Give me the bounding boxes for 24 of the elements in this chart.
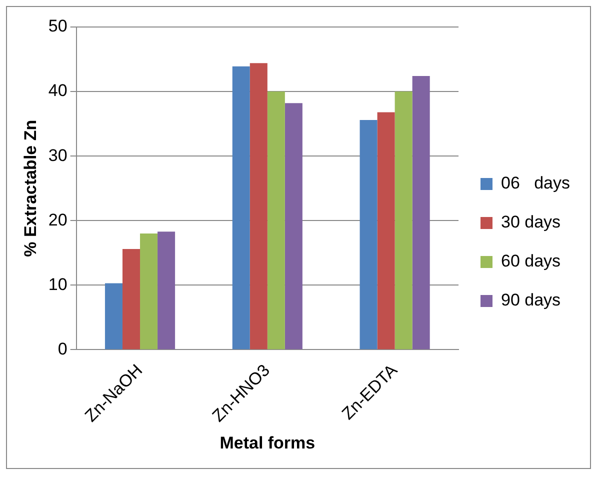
y-tick-label: 10	[48, 274, 68, 294]
y-tick-label: 0	[58, 339, 68, 358]
bar	[250, 63, 268, 350]
y-tick-label: 20	[48, 210, 68, 230]
bar	[140, 234, 158, 350]
bar	[158, 232, 176, 350]
bar	[232, 66, 250, 350]
legend-label: 30 days	[501, 212, 561, 232]
y-tick-label: 30	[48, 146, 68, 165]
x-axis-title: Metal forms	[220, 433, 316, 452]
legend-label: 06 days	[501, 174, 570, 193]
y-tick-label: 40	[48, 81, 68, 100]
legend-label: 90 days	[501, 290, 561, 310]
bar	[377, 112, 395, 350]
bar	[284, 103, 302, 350]
bar	[267, 92, 285, 350]
bar	[394, 92, 412, 350]
y-tick-label: 50	[48, 16, 68, 36]
y-axis-title: % Extractable Zn	[20, 120, 40, 257]
bar	[122, 249, 140, 350]
bar	[412, 76, 430, 350]
legend-label: 60 days	[501, 252, 561, 271]
bar	[104, 283, 122, 350]
bar	[360, 120, 378, 350]
